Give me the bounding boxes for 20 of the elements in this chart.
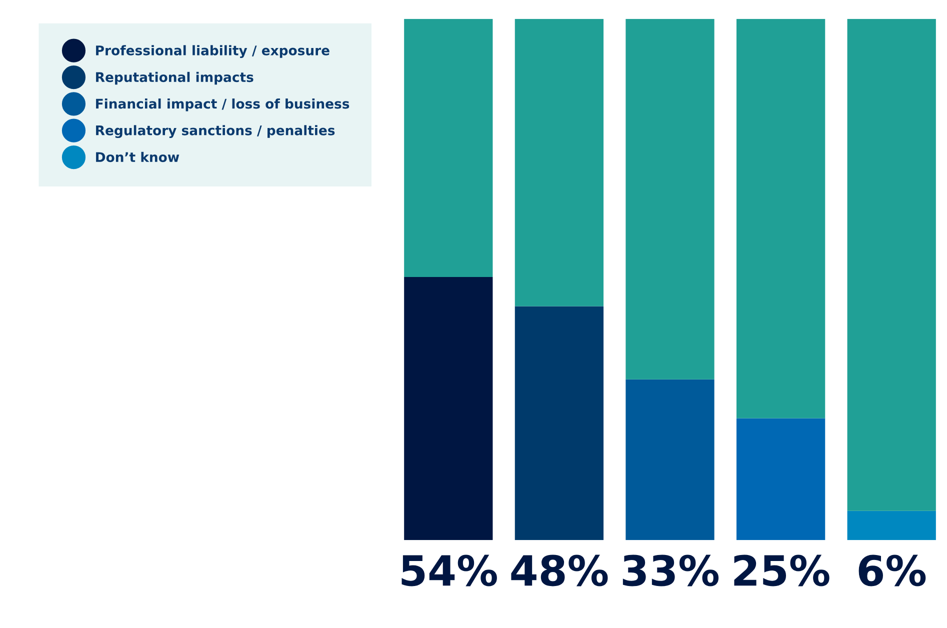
legend-label: Don’t know xyxy=(96,152,180,162)
bar xyxy=(514,306,604,540)
bar xyxy=(626,379,714,540)
data-label: 54% xyxy=(402,554,497,586)
bar xyxy=(736,18,826,418)
bar xyxy=(626,18,714,380)
bar xyxy=(847,18,936,511)
bar xyxy=(404,277,493,540)
data-label: 25% xyxy=(734,554,830,586)
legend-label: Reputational impacts xyxy=(96,72,254,85)
data-label: 48% xyxy=(511,554,608,586)
data-label: 6% xyxy=(858,554,926,586)
bar xyxy=(514,18,604,306)
legend-label: Financial impact / loss of business xyxy=(96,98,350,112)
legend-label: Professional liability / exposure xyxy=(96,45,330,58)
bar xyxy=(404,18,493,278)
legend-label: Regulatory sanctions / penalties xyxy=(96,125,335,138)
bar xyxy=(847,510,936,540)
data-label: 33% xyxy=(622,554,719,586)
bar xyxy=(736,418,826,540)
